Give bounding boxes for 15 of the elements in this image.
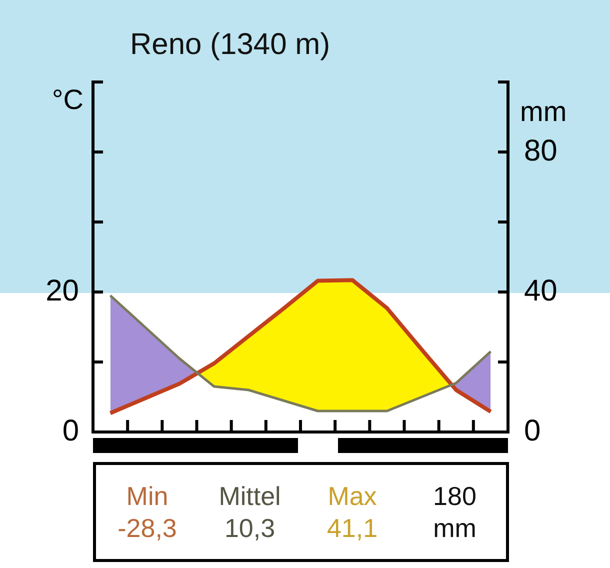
y2-tick-label: 0 bbox=[524, 414, 541, 448]
chart-title: Reno (1340 m) bbox=[130, 28, 330, 62]
text: 41,1 bbox=[326, 512, 379, 544]
text: Mittel bbox=[218, 480, 282, 512]
y-axis-title: °C bbox=[52, 84, 84, 116]
y-tick-label: 20 bbox=[46, 274, 79, 308]
text: Max bbox=[326, 480, 378, 512]
y2-tick-label: 80 bbox=[524, 134, 558, 168]
y2-tick-label: 40 bbox=[524, 274, 558, 308]
text: -28,3 bbox=[116, 512, 178, 544]
y2-axis-title: mm bbox=[520, 96, 567, 128]
text: Min bbox=[125, 480, 170, 512]
text: 10,3 bbox=[223, 512, 276, 544]
text: mm bbox=[432, 512, 478, 544]
text: 180 bbox=[432, 480, 478, 512]
